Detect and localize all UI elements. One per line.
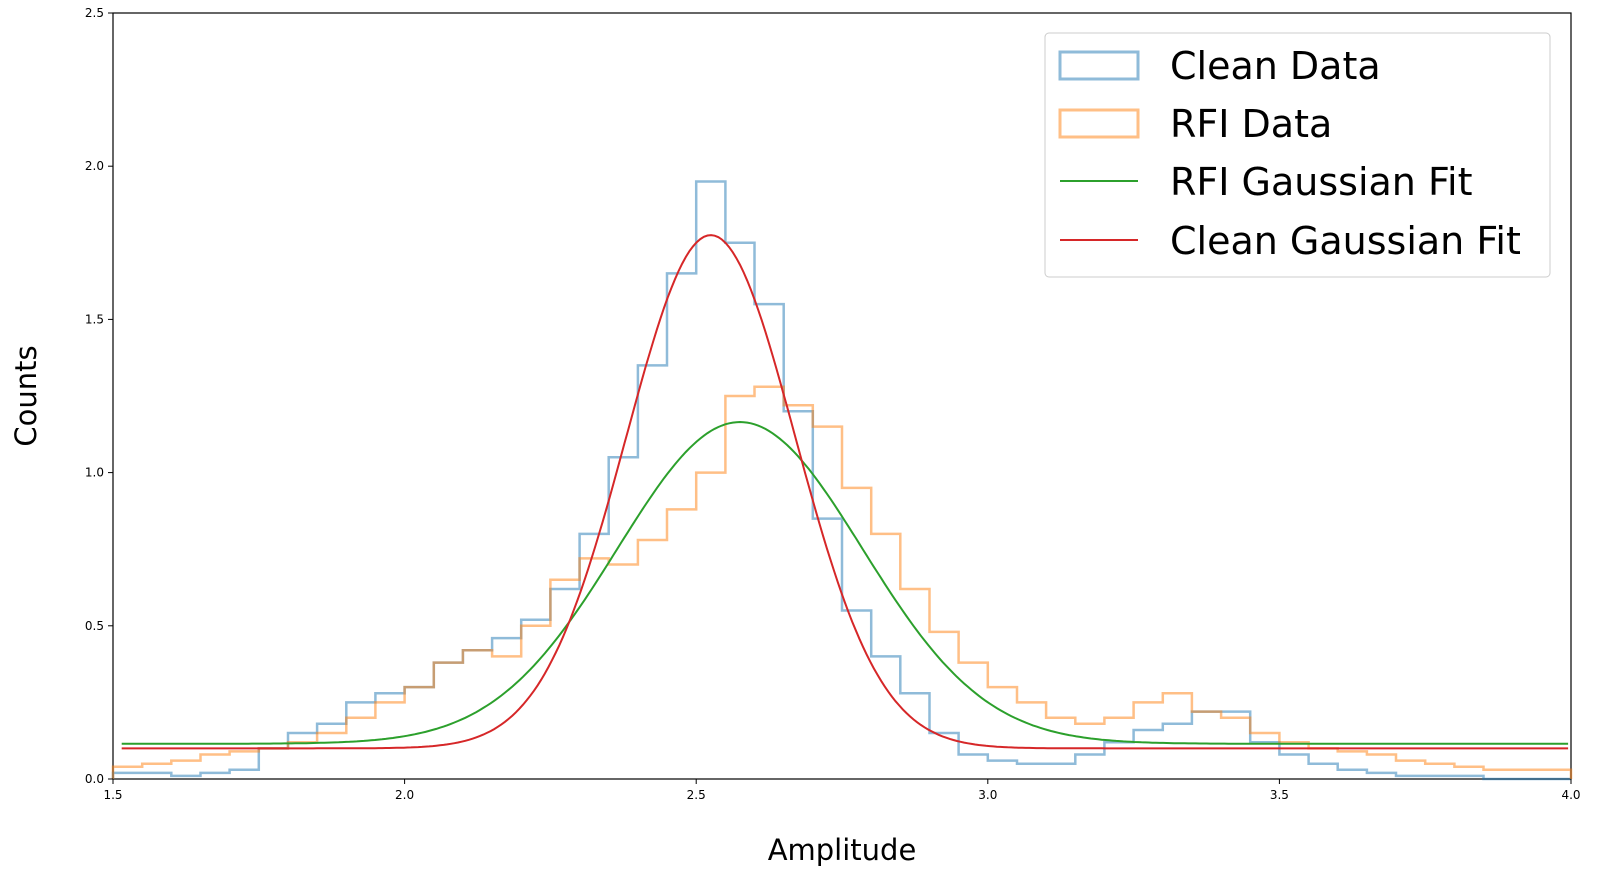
- y-axis-title: Counts: [9, 345, 43, 446]
- x-tick-label: 4.0: [1561, 788, 1580, 802]
- plot-area: [111, 12, 1573, 781]
- series-clean-gaussian-fit: [121, 234, 1569, 750]
- series-rfi-data: [111, 385, 1573, 779]
- legend: Clean Data RFI Data RFI Gaussian Fit Cle…: [1044, 32, 1551, 278]
- y-tick-label: 1.5: [85, 312, 104, 326]
- legend-label-clean-data: Clean Data: [1170, 44, 1381, 88]
- y-tick-label: 2.0: [85, 159, 104, 173]
- legend-label-rfi-fit: RFI Gaussian Fit: [1170, 160, 1473, 204]
- x-tick-label: 1.5: [103, 788, 122, 802]
- legend-swatch-clean-data: [1058, 50, 1140, 81]
- x-tick-label: 3.5: [1270, 788, 1289, 802]
- y-tick-label: 1.0: [85, 466, 104, 480]
- legend-swatch-rfi-data: [1058, 108, 1140, 139]
- legend-label-rfi-data: RFI Data: [1170, 102, 1332, 146]
- x-tick-label: 3.0: [978, 788, 997, 802]
- legend-frame: [1044, 32, 1551, 278]
- y-tick-label: 2.5: [85, 6, 104, 20]
- x-tick-label: 2.5: [687, 788, 706, 802]
- x-axis-title: Amplitude: [768, 833, 917, 867]
- series-rfi-gaussian-fit: [121, 420, 1569, 745]
- x-axis-ticks: 1.5 2.0 2.5 3.0 3.5 4.0: [103, 779, 1581, 802]
- y-axis-ticks: 0.0 0.5 1.0 1.5 2.0 2.5: [85, 6, 113, 786]
- legend-label-clean-fit: Clean Gaussian Fit: [1170, 219, 1521, 263]
- series-layer: [111, 180, 1573, 781]
- x-tick-label: 2.0: [395, 788, 414, 802]
- y-tick-label: 0.5: [85, 619, 104, 633]
- axes-frame: [112, 12, 1572, 780]
- y-tick-label: 0.0: [85, 772, 104, 786]
